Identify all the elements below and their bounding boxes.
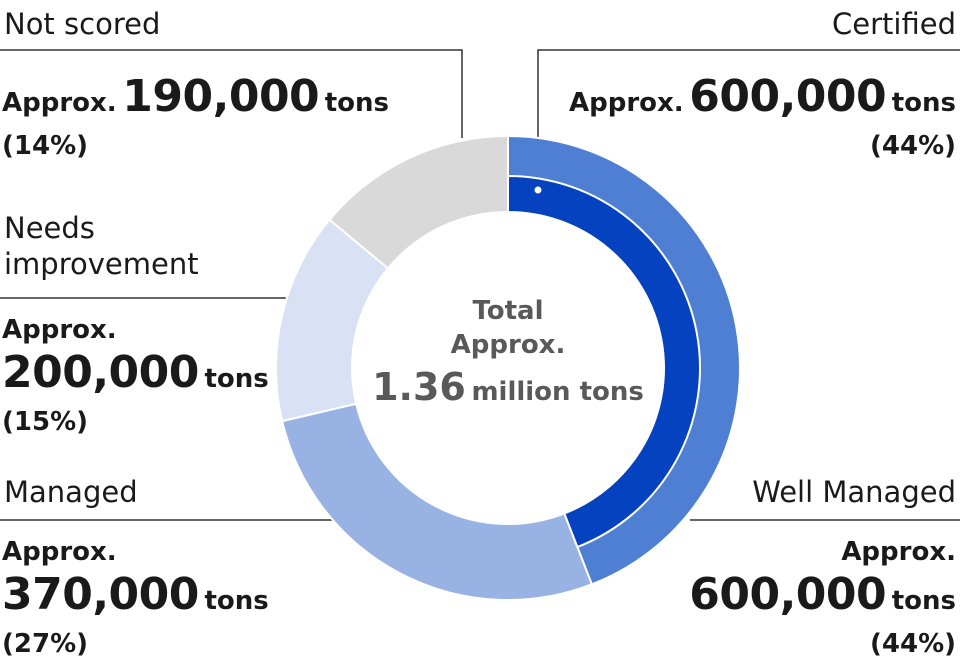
number-needs-improvement: 200,000	[2, 347, 199, 398]
number-not-scored: 190,000	[122, 71, 320, 122]
category-not-scored: Not scored	[4, 7, 161, 41]
inner-ring-dot	[534, 186, 542, 194]
number-certified: 600,000	[689, 71, 887, 122]
center-line2: Approx.	[450, 330, 566, 360]
slice-not-scored	[328, 134, 509, 270]
center-number: 1.36	[372, 365, 466, 409]
label-not-scored: Not scored	[4, 6, 160, 42]
percent-needs-improvement: (15%)	[2, 407, 88, 437]
outer-ring	[275, 134, 741, 601]
center-total: Total Approx. 1.36 million tons	[358, 294, 658, 420]
label-certified: Certified	[832, 6, 956, 42]
center-line1: Total	[472, 296, 544, 326]
category-certified: Certified	[832, 7, 956, 41]
category-well-managed: Well Managed	[752, 475, 956, 509]
value-managed: Approx. 370,000 tons (27%)	[2, 534, 269, 659]
slice-managed	[280, 402, 594, 601]
slice-inner-certified	[507, 174, 701, 549]
unit-not-scored: tons	[324, 88, 390, 118]
prefix-not-scored: Approx.	[2, 88, 117, 118]
percent-managed: (27%)	[2, 629, 88, 659]
category-needs-line1: Needs	[4, 211, 95, 245]
unit-managed: tons	[204, 586, 269, 616]
leader-line-not-scored	[0, 49, 463, 138]
prefix-managed: Approx.	[2, 537, 117, 567]
value-not-scored: Approx. 190,000 tons (14%)	[2, 71, 390, 162]
value-well-managed: Approx. 600,000 tons (44%)	[689, 534, 956, 659]
percent-not-scored: (14%)	[2, 131, 88, 161]
category-managed: Managed	[4, 475, 138, 509]
category-needs-line2: improvement	[4, 247, 199, 281]
prefix-well-managed: Approx.	[841, 537, 956, 567]
unit-needs-improvement: tons	[204, 364, 269, 394]
label-well-managed: Well Managed	[752, 474, 956, 510]
percent-well-managed: (44%)	[870, 629, 956, 659]
unit-well-managed: tons	[891, 586, 956, 616]
percent-certified: (44%)	[870, 131, 956, 161]
label-needs-improvement: Needs improvement	[4, 210, 199, 282]
center-unit: million tons	[471, 377, 644, 407]
prefix-needs-improvement: Approx.	[2, 315, 117, 345]
inner-ring	[507, 174, 701, 549]
value-needs-improvement: Approx. 200,000 tons (15%)	[2, 312, 269, 437]
label-managed: Managed	[4, 474, 138, 510]
number-well-managed: 600,000	[689, 569, 887, 620]
unit-certified: tons	[891, 88, 956, 118]
value-certified: Approx. 600,000 tons (44%)	[568, 71, 956, 162]
number-managed: 370,000	[2, 569, 199, 620]
prefix-certified: Approx.	[568, 88, 684, 118]
